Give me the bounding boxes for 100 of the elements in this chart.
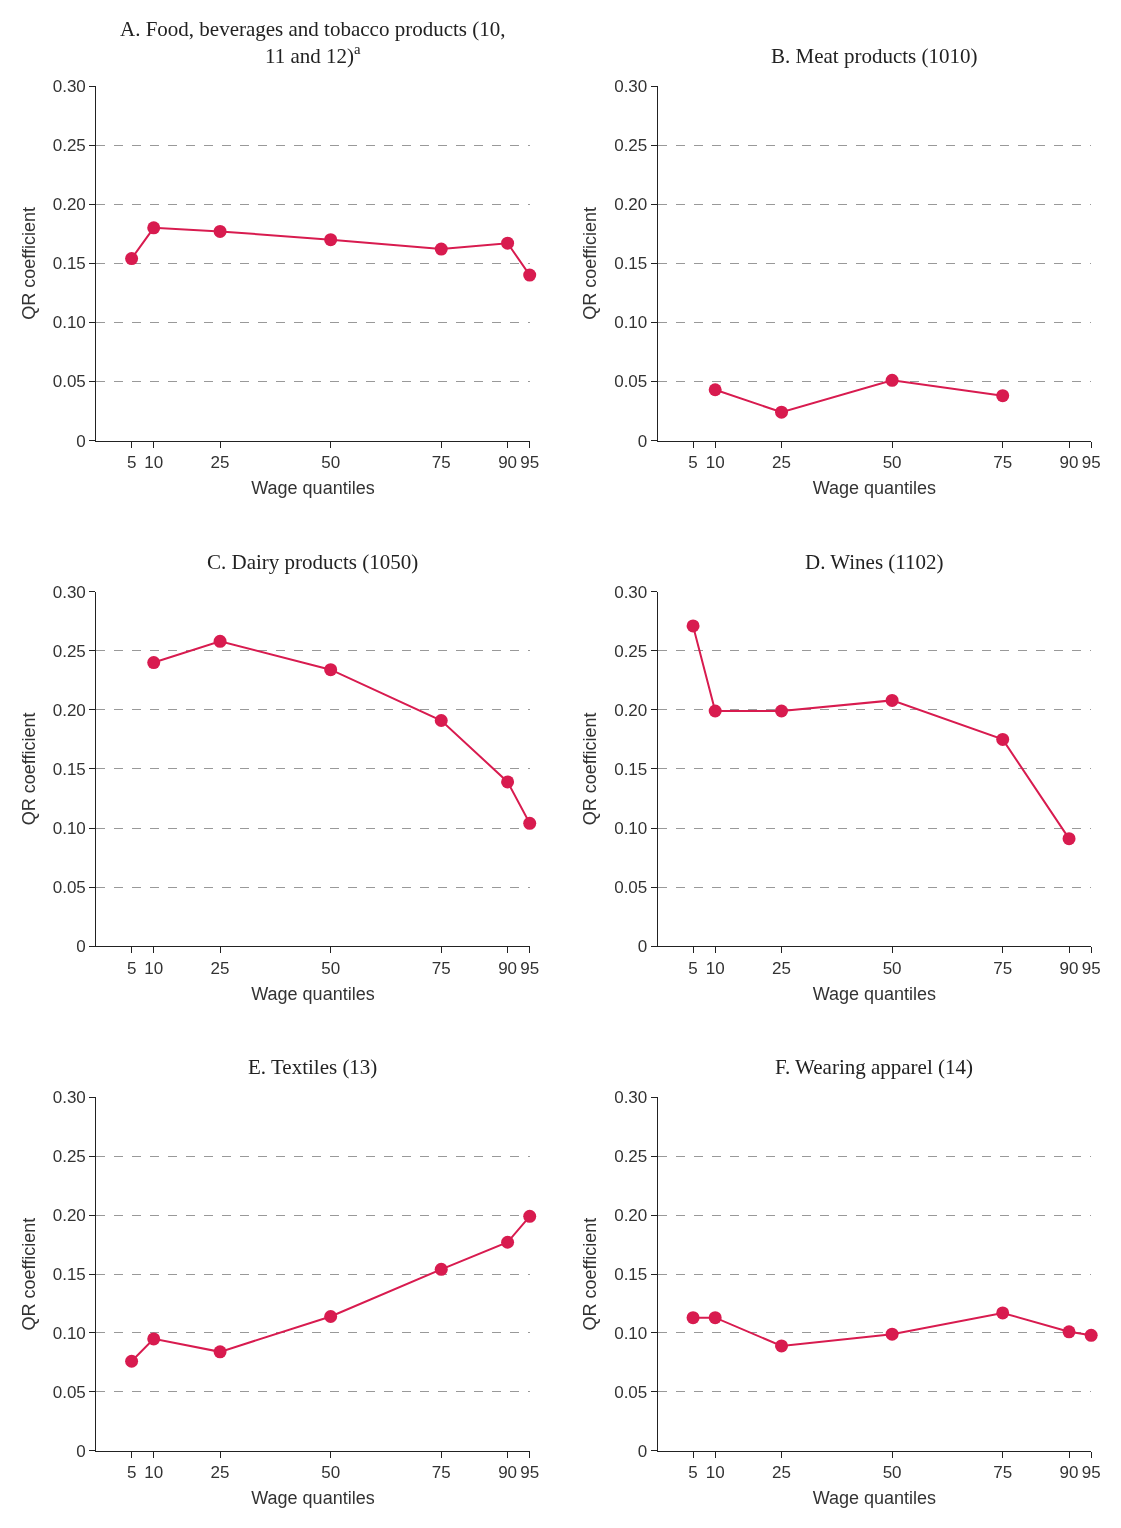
chart-title: E. Textiles (13)	[248, 1055, 378, 1079]
point	[324, 663, 338, 677]
x-tick-label: 25	[210, 958, 230, 978]
y-tick-label: 0.10	[614, 818, 648, 838]
point	[996, 389, 1010, 403]
x-axis-title: Wage quantiles	[251, 983, 375, 1004]
point	[708, 383, 722, 397]
x-tick-label: 75	[431, 1463, 451, 1483]
y-tick-label: 0.05	[614, 1382, 648, 1402]
y-tick-label: 0.25	[52, 136, 86, 156]
y-tick-label: 0	[76, 1441, 86, 1461]
point	[708, 1311, 722, 1325]
y-tick-label: 0.30	[52, 582, 86, 602]
point	[434, 242, 448, 256]
chart-title: F. Wearing apparel (14)	[775, 1055, 974, 1079]
y-tick-label: 0	[637, 431, 648, 451]
x-axis-title: Wage quantiles	[812, 1488, 937, 1509]
y-tick-label: 0.25	[614, 641, 648, 661]
y-tick-label: 0	[637, 1441, 648, 1461]
x-axis-title: Wage quantiles	[251, 1488, 375, 1509]
x-tick-label: 5	[126, 452, 137, 472]
y-tick-label: 0.10	[52, 1323, 86, 1343]
x-tick-label: 10	[144, 1463, 164, 1483]
y-axis-title: QR coefficient	[18, 712, 39, 826]
point	[708, 704, 722, 718]
y-tick-label: 0.25	[52, 641, 86, 661]
point	[501, 236, 515, 250]
y-tick-label: 0.25	[614, 1147, 648, 1167]
x-tick-label: 95	[520, 1463, 540, 1483]
x-tick-label: 10	[144, 452, 164, 472]
point	[147, 1332, 161, 1346]
x-tick-label: 25	[772, 452, 791, 472]
x-tick-label: 5	[688, 452, 698, 472]
chart-title: B. Meat products (1010)	[771, 44, 978, 68]
x-tick-label: 90	[498, 452, 518, 472]
chart-title: D. Wines (1102)	[805, 550, 944, 574]
y-axis-title: QR coefficient	[580, 1217, 601, 1331]
point	[1062, 1325, 1076, 1339]
x-tick-label: 10	[144, 958, 164, 978]
point	[125, 252, 139, 266]
y-tick-label: 0.10	[614, 313, 648, 333]
y-tick-label: 0.15	[614, 254, 648, 274]
x-tick-label: 5	[126, 1463, 137, 1483]
y-tick-label: 0.15	[614, 759, 648, 779]
x-tick-label: 50	[321, 452, 341, 472]
point	[324, 1310, 338, 1323]
y-tick-label: 0.30	[614, 582, 648, 602]
point	[213, 224, 227, 238]
point	[686, 1311, 700, 1325]
point	[523, 268, 537, 282]
point	[324, 233, 338, 247]
x-tick-label: 50	[882, 958, 902, 978]
y-tick-label: 0.20	[52, 195, 86, 215]
y-tick-label: 0.10	[614, 1323, 648, 1343]
point	[1084, 1328, 1098, 1342]
x-tick-label: 25	[210, 1463, 230, 1483]
x-tick-label: 10	[705, 958, 725, 978]
x-tick-label: 95	[520, 452, 540, 472]
point	[996, 1306, 1010, 1320]
y-tick-label: 0.15	[52, 759, 86, 779]
chart-title: C. Dairy products (1050)	[207, 550, 419, 574]
y-tick-label: 0.15	[52, 1265, 86, 1285]
point	[213, 1345, 227, 1359]
x-tick-label: 75	[993, 452, 1013, 472]
y-tick-label: 0	[76, 937, 86, 957]
point	[147, 656, 161, 670]
point	[996, 732, 1010, 746]
y-axis-title: QR coefficient	[18, 206, 39, 320]
y-tick-label: 0.05	[52, 878, 86, 898]
point	[125, 1354, 139, 1368]
y-tick-label: 0.05	[614, 372, 648, 392]
point	[885, 1327, 899, 1341]
y-axis-title: QR coefficient	[580, 712, 601, 826]
x-tick-label: 50	[321, 958, 341, 978]
y-tick-label: 0.30	[52, 76, 86, 96]
x-tick-label: 10	[705, 1463, 725, 1483]
x-tick-label: 25	[210, 452, 230, 472]
y-tick-label: 0	[637, 937, 648, 957]
y-tick-label: 0.10	[52, 313, 86, 333]
x-tick-label: 90	[498, 958, 518, 978]
x-tick-label: 25	[772, 1463, 791, 1483]
point	[686, 619, 700, 633]
x-axis-title: Wage quantiles	[812, 983, 937, 1004]
x-tick-label: 90	[1059, 1463, 1079, 1483]
x-tick-label: 95	[1081, 1463, 1101, 1483]
y-tick-label: 0.25	[52, 1147, 86, 1167]
x-tick-label: 10	[705, 452, 725, 472]
point	[885, 693, 899, 707]
x-axis-title: Wage quantiles	[251, 478, 375, 499]
chart-title: A. Food, beverages and tobacco products (10, 11 and 12)$^{a}$	[120, 17, 506, 69]
x-tick-label: 75	[431, 452, 451, 472]
x-tick-label: 25	[772, 958, 791, 978]
x-tick-label: 95	[1081, 452, 1101, 472]
x-tick-label: 90	[498, 1463, 518, 1483]
y-tick-label: 0.05	[52, 372, 86, 392]
y-tick-label: 0.10	[52, 818, 86, 838]
x-tick-label: 95	[1081, 958, 1101, 978]
x-tick-label: 5	[688, 1463, 698, 1483]
point	[501, 775, 515, 789]
point	[434, 713, 448, 727]
